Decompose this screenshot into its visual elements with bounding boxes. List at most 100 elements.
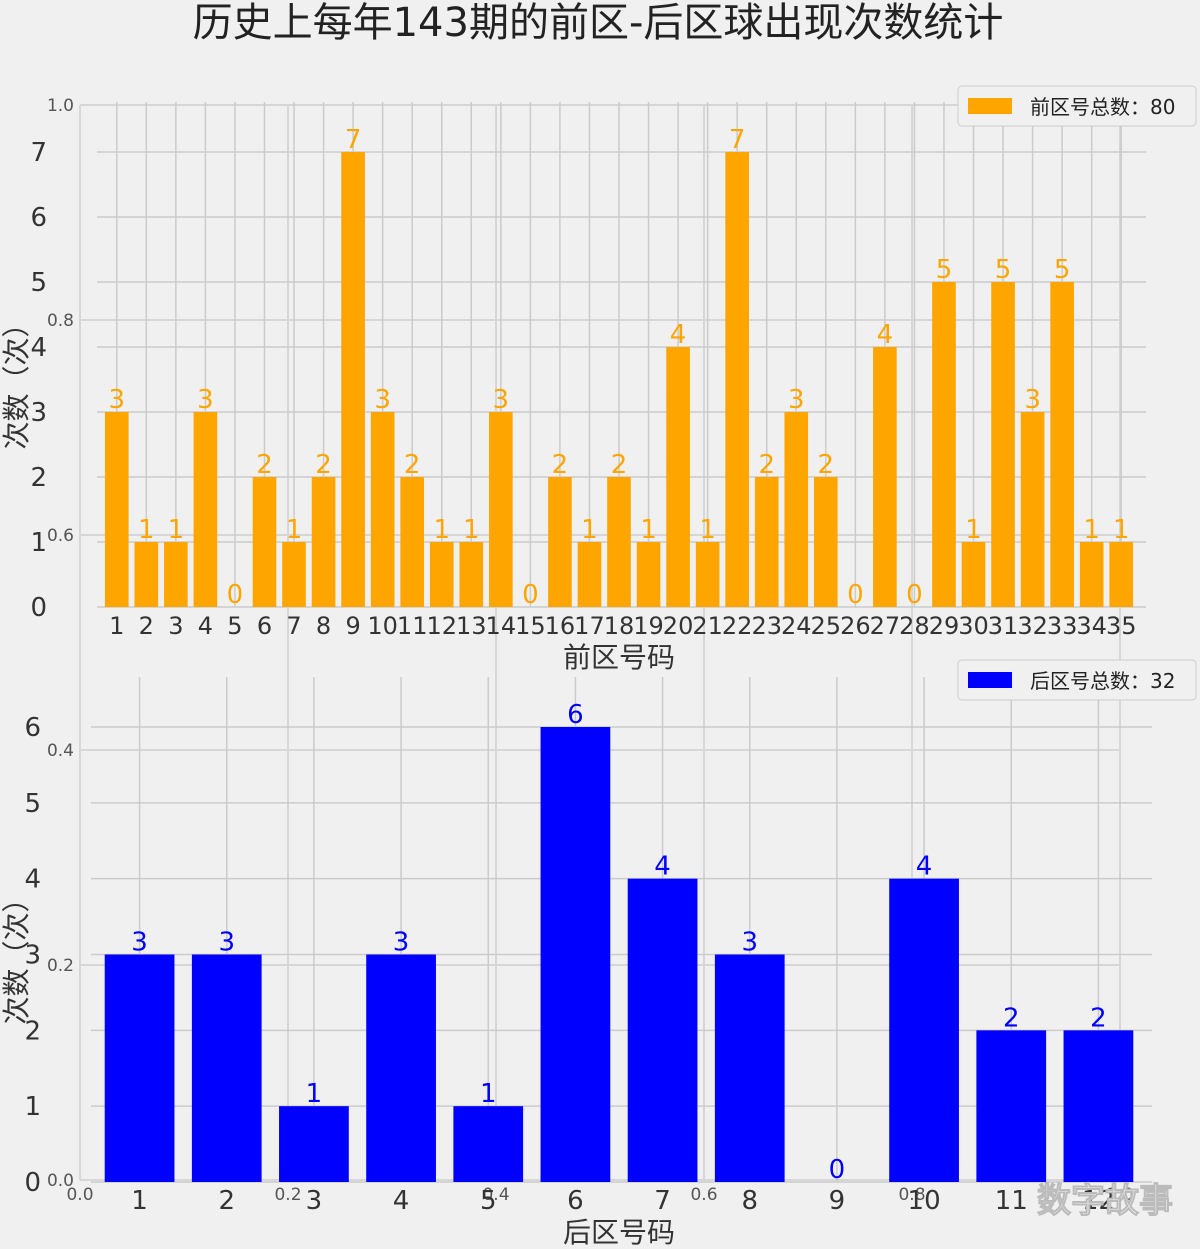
x-tick-label: 26 [840,612,871,640]
bar-value-label: 0 [829,1155,846,1185]
bar-value-label: 1 [286,515,303,545]
bar-value-label: 2 [758,450,775,480]
bar-value-label: 2 [611,450,628,480]
bar [134,542,159,607]
bar [282,542,306,607]
x-tick-label: 12 [1082,1186,1115,1216]
bar-value-label: 3 [374,385,391,415]
x-axis-label: 前区号码 [563,641,675,674]
x-tick-label: 34 [1076,612,1107,640]
bar [813,477,838,607]
bar [873,347,897,607]
x-tick-label: 8 [741,1186,758,1216]
bar-value-label: 1 [480,1079,497,1109]
bar [459,542,484,607]
bar-value-label: 2 [1090,1003,1107,1033]
bar [400,477,425,607]
bar-value-label: 1 [699,515,716,545]
bar [889,878,959,1182]
bar-value-label: 2 [256,450,273,480]
bar-value-label: 3 [1024,385,1041,415]
background-x-tick-label: 0.6 [690,1185,717,1205]
bar [1079,542,1104,607]
x-tick-label: 35 [1106,612,1137,640]
bar-value-label: 3 [108,385,125,415]
y-tick-label: 3 [30,398,47,428]
bar [540,727,611,1182]
bar-value-label: 7 [345,125,362,155]
x-tick-label: 15 [515,612,546,640]
legend-label: 后区号总数：32 [1030,669,1175,693]
x-tick-label: 33 [1047,612,1078,640]
x-tick-label: 6 [257,612,272,640]
bar-value-label: 1 [1113,515,1130,545]
x-tick-label: 27 [870,612,901,640]
bar-value-label: 1 [433,515,450,545]
y-tick-label: 3 [24,941,41,971]
bar [666,347,690,607]
x-tick-label: 8 [316,612,331,640]
bar-value-label: 1 [1083,515,1100,545]
bar-value-label: 0 [227,580,244,610]
bar-value-label: 7 [729,125,746,155]
bar-value-label: 2 [552,450,569,480]
bar [932,282,956,607]
bar-value-label: 5 [995,255,1012,285]
bar [1109,542,1134,607]
background-y-tick-label: 0.2 [47,956,74,976]
bar-value-label: 3 [493,385,510,415]
bar [191,954,262,1182]
background-x-tick-label: 0.0 [66,1185,93,1205]
back-zone-panel: 0123456313213341566473809410211212后区号码次数… [0,659,1197,1249]
bar [164,542,188,607]
bar-value-label: 1 [965,515,982,545]
x-tick-label: 19 [633,612,664,640]
bar-value-label: 1 [640,515,657,545]
y-axis-label: 次数（次） [0,884,33,1024]
x-axis-label: 后区号码 [563,1216,675,1245]
background-x-tick-label: 0.2 [274,1185,301,1205]
x-tick-label: 2 [218,1186,235,1216]
legend-swatch [968,672,1012,688]
y-tick-label: 7 [30,138,47,168]
x-tick-label: 2 [139,612,154,640]
bar [577,542,602,607]
bar [429,542,454,607]
x-tick-label: 17 [574,612,605,640]
legend-swatch [968,98,1012,114]
y-tick-label: 4 [30,333,47,363]
x-tick-label: 4 [198,612,213,640]
bar [548,477,572,607]
bar [252,477,277,607]
background-y-tick-label: 0.0 [47,1171,74,1191]
bar-value-label: 5 [936,255,953,285]
y-tick-label: 2 [24,1016,41,1046]
bar [104,954,175,1182]
bar-value-label: 1 [138,515,155,545]
x-tick-label: 9 [829,1186,846,1216]
background-y-tick-label: 0.4 [47,741,74,761]
y-tick-label: 1 [30,528,47,558]
x-tick-label: 31 [988,612,1019,640]
bar-value-label: 4 [877,320,894,350]
bar [725,152,749,607]
x-tick-label: 28 [899,612,930,640]
background-x-tick-label: 0.8 [898,1185,925,1205]
bar [104,412,129,607]
x-tick-label: 14 [486,612,517,640]
x-tick-label: 10 [908,1186,941,1216]
x-tick-label: 1 [131,1186,148,1216]
x-tick-label: 18 [604,612,635,640]
x-tick-label: 7 [654,1186,671,1216]
x-tick-label: 3 [306,1186,323,1216]
x-tick-label: 11 [995,1186,1028,1216]
bar [784,412,809,607]
bar [453,1106,524,1182]
x-tick-label: 5 [227,612,242,640]
y-tick-label: 5 [30,268,47,298]
bar [607,477,631,607]
bar [627,878,698,1182]
background-x-tick-label: 1.0 [1106,1185,1133,1205]
bar [1020,412,1045,607]
y-tick-label: 1 [24,1092,41,1122]
